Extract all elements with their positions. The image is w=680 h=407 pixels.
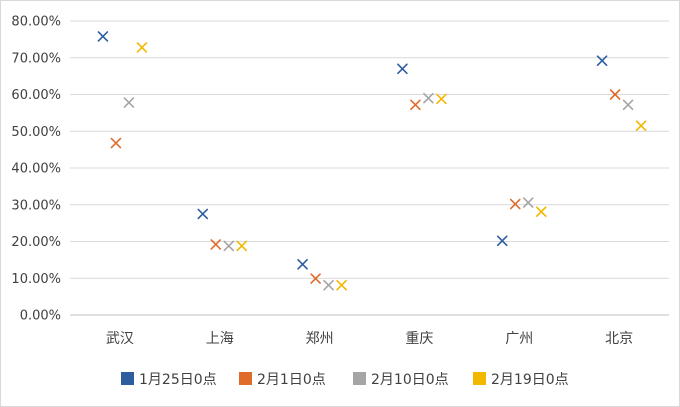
legend: 1月25日0点 2月1日0点 2月10日0点 2月19日0点 bbox=[121, 372, 569, 388]
x-category-label: 郑州 bbox=[306, 331, 334, 347]
data-point bbox=[123, 97, 135, 108]
data-point bbox=[635, 120, 647, 132]
legend-label: 2月10日0点 bbox=[371, 372, 449, 388]
data-point bbox=[323, 279, 334, 291]
x-category-label: 武汉 bbox=[106, 331, 134, 347]
data-point bbox=[223, 240, 235, 252]
y-tick-label: 60.00% bbox=[11, 88, 61, 103]
x-category-label: 上海 bbox=[206, 331, 234, 347]
legend-label: 1月25日0点 bbox=[139, 372, 217, 388]
data-point bbox=[97, 31, 109, 42]
legend-label: 2月19日0点 bbox=[491, 372, 569, 388]
data-points bbox=[97, 31, 647, 291]
data-point bbox=[210, 239, 222, 250]
data-point bbox=[310, 273, 321, 284]
y-axis-tick-labels: 0.00% 10.00% 20.00% 30.00% 40.00% 50.00% 60.00… bbox=[11, 15, 61, 324]
data-point bbox=[110, 137, 122, 149]
legend-swatch bbox=[239, 372, 252, 385]
data-point bbox=[410, 99, 421, 111]
y-tick-label: 30.00% bbox=[11, 198, 61, 213]
y-tick-label: 10.00% bbox=[11, 272, 61, 287]
legend-label: 2月1日0点 bbox=[257, 372, 326, 388]
gridlines bbox=[70, 20, 669, 316]
x-category-label: 广州 bbox=[505, 331, 533, 347]
data-point bbox=[136, 42, 148, 53]
legend-item: 2月10日0点 bbox=[353, 372, 449, 388]
data-point bbox=[496, 235, 508, 247]
legend-item: 2月19日0点 bbox=[473, 372, 569, 388]
data-point bbox=[397, 63, 408, 75]
legend-item: 2月1日0点 bbox=[239, 372, 326, 388]
data-point bbox=[522, 197, 534, 208]
data-point bbox=[596, 55, 608, 66]
data-point bbox=[535, 206, 547, 218]
data-point bbox=[197, 208, 209, 220]
x-axis-category-labels: 武汉 上海 郑州 重庆 广州 北京 bbox=[106, 331, 633, 347]
data-point bbox=[336, 279, 347, 291]
data-point bbox=[297, 258, 308, 270]
legend-swatch bbox=[121, 372, 134, 385]
data-point bbox=[423, 92, 434, 104]
legend-swatch bbox=[473, 372, 486, 385]
legend-item: 1月25日0点 bbox=[121, 372, 217, 388]
x-category-label: 重庆 bbox=[405, 331, 433, 347]
legend-swatch bbox=[353, 372, 366, 385]
y-tick-label: 70.00% bbox=[11, 51, 61, 66]
x-category-label: 北京 bbox=[605, 331, 633, 347]
data-point bbox=[509, 198, 521, 210]
y-tick-label: 50.00% bbox=[11, 125, 61, 140]
y-tick-label: 40.00% bbox=[11, 162, 61, 177]
y-tick-label: 0.00% bbox=[20, 309, 61, 324]
y-tick-label: 20.00% bbox=[11, 235, 61, 250]
data-point bbox=[436, 93, 447, 105]
y-tick-label: 80.00% bbox=[11, 15, 61, 30]
data-point bbox=[622, 99, 634, 111]
data-point bbox=[236, 240, 248, 252]
data-point bbox=[609, 89, 621, 100]
